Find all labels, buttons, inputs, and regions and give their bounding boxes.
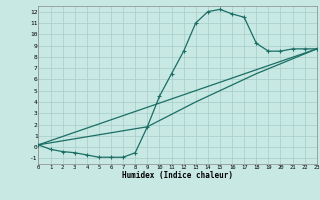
X-axis label: Humidex (Indice chaleur): Humidex (Indice chaleur) [122,171,233,180]
